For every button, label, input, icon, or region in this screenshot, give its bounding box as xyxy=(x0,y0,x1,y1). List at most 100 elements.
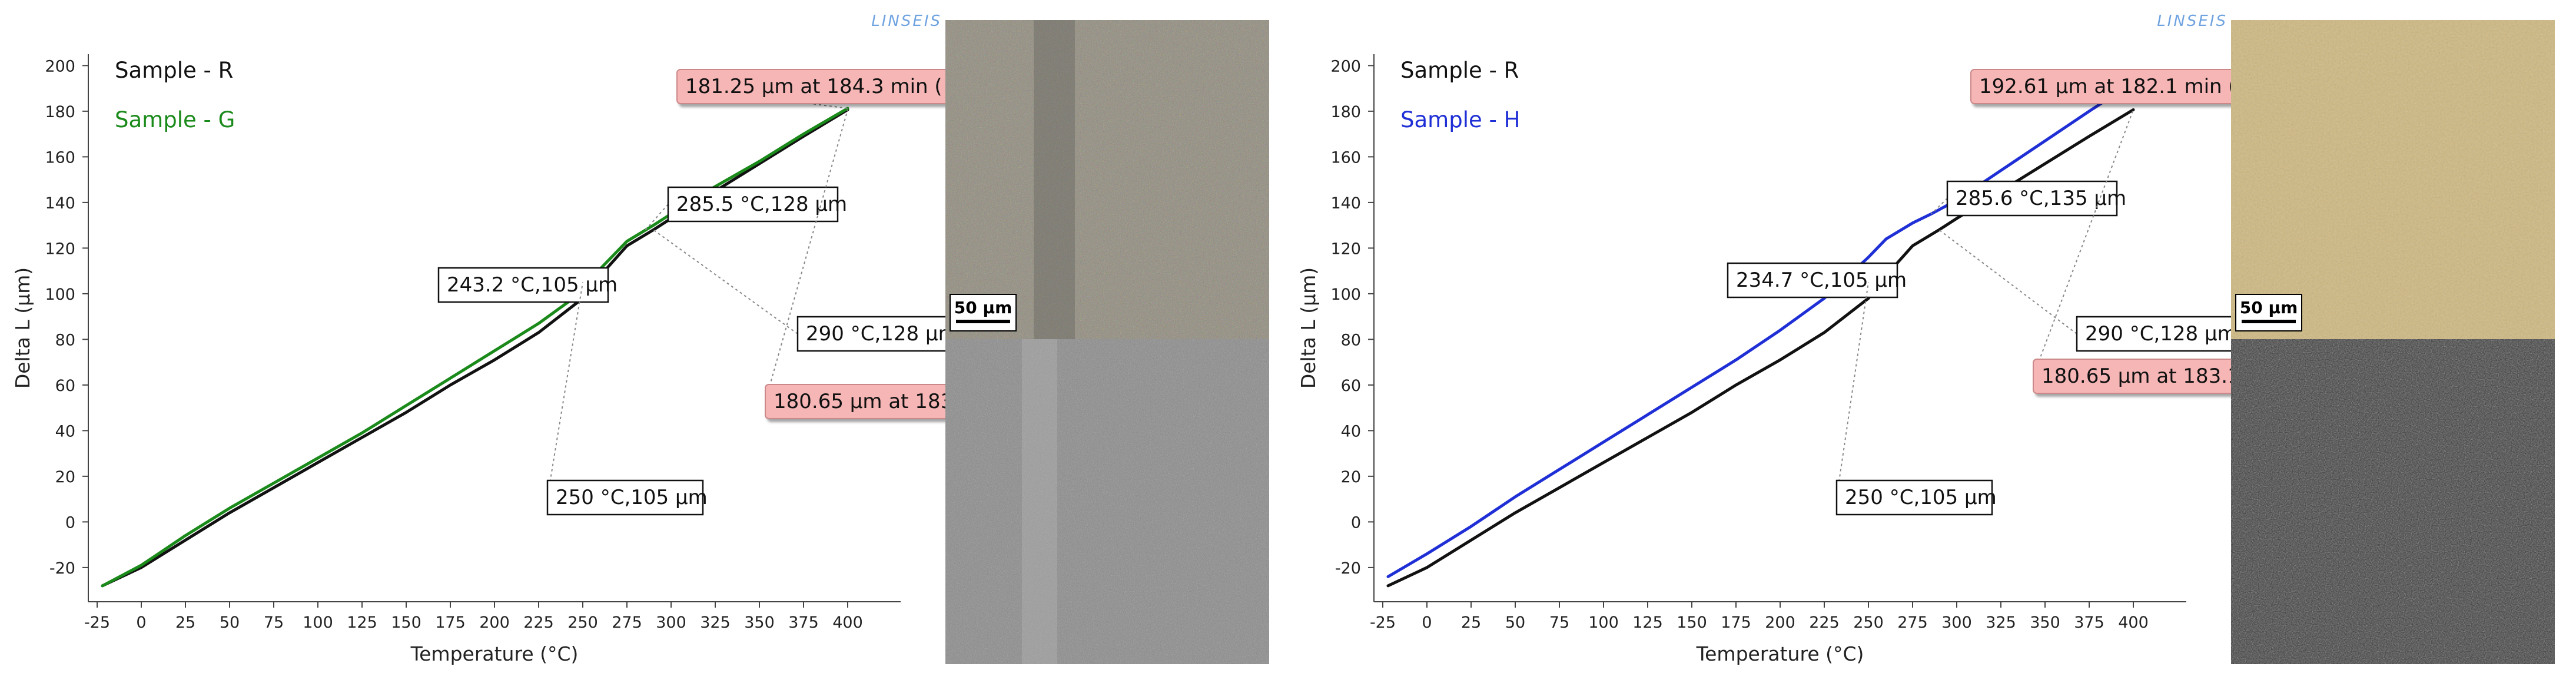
x-tick-label: 325 xyxy=(1986,614,2016,632)
x-tick-label: 275 xyxy=(612,614,642,632)
scale-bar-label: 50 µm xyxy=(2240,298,2298,317)
x-tick-label: 225 xyxy=(523,614,554,632)
x-tick-label: -25 xyxy=(84,614,110,632)
annotation-text: 250 °C,105 µm xyxy=(1845,486,1997,509)
x-tick-label: 75 xyxy=(1549,614,1569,632)
x-tick-label: 150 xyxy=(391,614,421,632)
y-tick-label: 0 xyxy=(65,513,75,532)
x-tick-label: 25 xyxy=(1461,614,1481,632)
annotation-text: 243.2 °C,105 µm xyxy=(447,273,618,297)
annotation-text: 250 °C,105 µm xyxy=(556,486,708,509)
x-tick-label: 375 xyxy=(2074,614,2104,632)
x-tick-label: 350 xyxy=(2030,614,2060,632)
annotation-box xyxy=(1835,479,1993,516)
x-tick-label: -25 xyxy=(1370,614,1396,632)
annotation-leader xyxy=(645,204,669,231)
x-tick-label: 300 xyxy=(656,614,686,632)
x-tick-label: 175 xyxy=(1721,614,1751,632)
x-tick-label: 225 xyxy=(1809,614,1840,632)
y-tick-label: 100 xyxy=(45,286,75,304)
y-tick-label: 40 xyxy=(55,422,75,440)
scale-bar-box xyxy=(950,294,1017,331)
annotation-leader xyxy=(653,229,798,334)
x-tick-label: 400 xyxy=(832,614,863,632)
y-tick-label: 80 xyxy=(55,331,75,349)
series-line-1 xyxy=(101,108,849,588)
x-axis-label: Temperature (°C) xyxy=(1696,642,1864,665)
annotation-box xyxy=(1727,262,1898,299)
annotation-box xyxy=(1946,180,2118,217)
y-tick-label: 0 xyxy=(1351,513,1361,532)
y-tick-label: 40 xyxy=(1341,422,1361,440)
x-tick-label: 25 xyxy=(175,614,195,632)
x-tick-label: 50 xyxy=(1505,614,1525,632)
legend-entry-2: Sample - H xyxy=(1400,107,1520,132)
annotation-box xyxy=(437,267,609,303)
x-axis-label: Temperature (°C) xyxy=(410,642,579,665)
y-tick-label: -20 xyxy=(49,559,75,578)
x-tick-label: 275 xyxy=(1897,614,1928,632)
legend-entry-2: Sample - G xyxy=(115,107,235,132)
y-axis-label: Delta L (µm) xyxy=(1297,267,1320,389)
micrograph-top-texture xyxy=(2231,20,2555,339)
x-tick-label: 200 xyxy=(1765,614,1795,632)
y-tick-label: 120 xyxy=(1330,240,1361,258)
annotation-text: 285.6 °C,135 µm xyxy=(1956,187,2126,210)
x-tick-label: 100 xyxy=(303,614,333,632)
x-tick-label: 50 xyxy=(220,614,240,632)
annotation-leader xyxy=(547,282,583,498)
annotation-leader xyxy=(1836,282,1869,498)
y-tick-label: 200 xyxy=(1330,57,1361,75)
watermark-text: LINSEIS xyxy=(871,12,942,30)
annotation-box xyxy=(2076,316,2233,352)
x-tick-label: 0 xyxy=(1422,614,1432,632)
annotation-leader xyxy=(1938,229,2077,334)
micrograph-top-tint xyxy=(2231,20,2555,339)
x-tick-label: 300 xyxy=(1941,614,1972,632)
y-tick-label: 60 xyxy=(1341,377,1361,395)
y-tick-label: 140 xyxy=(45,194,75,213)
annotation-text: 290 °C,128 µm xyxy=(806,322,958,346)
x-tick-label: 0 xyxy=(136,614,146,632)
y-tick-label: 200 xyxy=(45,57,75,75)
x-tick-label: 350 xyxy=(744,614,775,632)
y-tick-label: 160 xyxy=(45,148,75,167)
annotation-text: 234.7 °C,105 µm xyxy=(1736,268,1907,292)
annotation-text: 285.5 °C,128 µm xyxy=(676,193,847,216)
x-tick-label: 100 xyxy=(1588,614,1619,632)
y-tick-label: 140 xyxy=(1330,194,1361,213)
x-tick-label: 250 xyxy=(567,614,598,632)
chart-panel-2: -20 0 20 40 60 80 100 120 140 160 180 200 -25 0 25 50 75… xyxy=(1297,12,2555,665)
legend-entry-1: Sample - R xyxy=(115,58,233,83)
annotation-box xyxy=(667,186,839,223)
annotation-text: 290 °C,128 µm xyxy=(2085,322,2237,346)
y-tick-label: 20 xyxy=(1341,468,1361,486)
x-tick-label: 325 xyxy=(700,614,731,632)
x-tick-label: 75 xyxy=(264,614,284,632)
micrograph-bottom-streak xyxy=(1022,339,1057,664)
x-tick-label: 250 xyxy=(1853,614,1884,632)
y-tick-label: 60 xyxy=(55,377,75,395)
y-tick-label: 180 xyxy=(1330,103,1361,121)
scale-bar-label: 50 µm xyxy=(954,298,1013,317)
y-tick-label: 100 xyxy=(1330,286,1361,304)
y-tick-label: 80 xyxy=(1341,331,1361,349)
x-tick-label: 125 xyxy=(347,614,377,632)
scale-bar-box xyxy=(2235,294,2302,331)
chart-panel-1: -20 0 20 40 60 80 100 120 140 160 180 200 -25 0 25 50 75… xyxy=(11,12,1269,665)
y-tick-label: 180 xyxy=(45,103,75,121)
micrograph-bottom-texture xyxy=(2231,339,2555,664)
micrograph-bottom-texture xyxy=(945,339,1269,664)
x-tick-label: 125 xyxy=(1632,614,1663,632)
y-tick-label: 160 xyxy=(1330,148,1361,167)
x-tick-label: 175 xyxy=(435,614,466,632)
x-tick-label: 200 xyxy=(479,614,510,632)
x-tick-label: 400 xyxy=(2118,614,2149,632)
annotation-box xyxy=(546,479,704,516)
y-tick-label: 20 xyxy=(55,468,75,486)
micrograph-top-texture xyxy=(945,20,1269,339)
legend-entry-1: Sample - R xyxy=(1400,58,1519,83)
series-line-2 xyxy=(1386,81,2135,578)
watermark-text: LINSEIS xyxy=(2157,12,2228,30)
